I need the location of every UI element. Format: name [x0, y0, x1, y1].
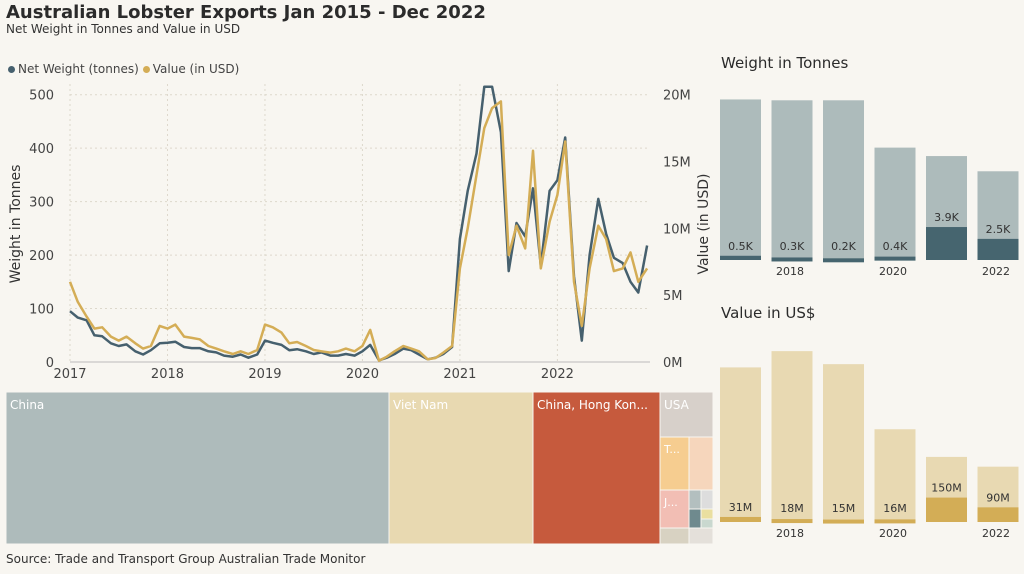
source-note: Source: Trade and Transport Group Austra… [6, 552, 366, 566]
bar-x-tick-label: 2020 [879, 265, 907, 278]
bar-segment-2017 [720, 255, 761, 260]
treemap-tile-small-e [700, 508, 714, 520]
y2-tick-label: 5M [663, 289, 683, 304]
bar-data-label: 90M [986, 491, 1010, 504]
weight-panel-title: Weight in Tonnes [721, 54, 849, 72]
bar-segment-2018 [771, 257, 813, 262]
bar-total-2020 [874, 429, 916, 522]
x-tick-label: 2019 [248, 367, 281, 382]
treemap-tile-j [659, 489, 690, 529]
bar-x-tick-label: 2020 [879, 527, 907, 540]
treemap-tile-small-h [688, 527, 714, 545]
chart-title: Australian Lobster Exports Jan 2015 - De… [6, 2, 486, 23]
bar-total-2019 [823, 100, 864, 260]
bar-data-label: 150M [931, 482, 962, 495]
y-tick-label: 100 [29, 303, 54, 318]
y-axis-label: Weight in Tonnes [8, 165, 24, 284]
x-tick-label: 2020 [346, 367, 379, 382]
y2-tick-label: 10M [663, 222, 691, 237]
treemap-tile-small-a [688, 436, 714, 491]
legend-dot-icon [8, 66, 15, 73]
y-tick-label: 300 [29, 196, 54, 211]
bar-x-tick-label: 2022 [982, 527, 1010, 540]
bar-total-2020 [874, 147, 916, 260]
bar-total-2017 [720, 99, 761, 260]
bar-data-label: 18M [780, 502, 804, 515]
bar-total-2018 [771, 100, 813, 260]
y-tick-label: 200 [29, 249, 54, 264]
bar-total-2018 [771, 351, 813, 522]
bar-data-label: 15M [832, 502, 856, 515]
y2-axis-label: Value (in USD) [696, 174, 712, 275]
bar-data-label: 0.5K [728, 240, 753, 253]
bar-segment-2018 [771, 519, 813, 524]
bar-x-tick-label: 2022 [982, 265, 1010, 278]
bar-x-tick-label: 2018 [776, 527, 804, 540]
bar-segment-2021 [926, 497, 967, 522]
treemap-tile-usa-label: USA [664, 398, 690, 412]
bar-segment-2019 [823, 258, 864, 263]
bar-data-label: 0.3K [780, 240, 805, 253]
bar-segment-2020 [874, 256, 916, 261]
bar-segment-2021 [926, 227, 967, 260]
treemap-tile-small-f [700, 518, 714, 529]
y-tick-label: 400 [29, 142, 54, 157]
chart-subtitle: Net Weight in Tonnes and Value in USD [6, 22, 241, 36]
y2-tick-label: 0M [663, 356, 683, 371]
treemap-tile-small-g [659, 527, 690, 545]
treemap-tile-small-d [688, 508, 702, 529]
bar-segment-2017 [720, 516, 761, 522]
legend-label-value: Value (in USD) [152, 62, 240, 76]
legend-item-weight[interactable]: Net Weight (tonnes) [8, 62, 139, 76]
treemap-tile-small-c [700, 489, 714, 510]
treemap-tile-china [5, 391, 390, 545]
treemap-tile-vietnam-label: Viet Nam [393, 398, 448, 412]
treemap-tile-j-label: J... [663, 496, 678, 509]
bar-data-label: 16M [883, 502, 907, 515]
bar-segment-2020 [874, 519, 916, 524]
bar-data-label: 2.5K [986, 223, 1011, 236]
treemap-tile-hongkong-label: China, Hong Kon... [537, 398, 648, 412]
legend-item-value[interactable]: Value (in USD) [142, 62, 240, 76]
y2-tick-label: 20M [663, 89, 691, 104]
treemap-tile-usa [659, 391, 714, 438]
legend-label-weight: Net Weight (tonnes) [18, 62, 139, 76]
bar-x-tick-label: 2018 [776, 265, 804, 278]
bar-data-label: 31M [729, 501, 753, 514]
x-tick-label: 2017 [53, 367, 86, 382]
bar-data-label: 0.2K [831, 240, 856, 253]
bar-data-label: 3.9K [934, 211, 959, 224]
treemap-tile-hongkong [532, 391, 661, 545]
bar-segment-2019 [823, 519, 864, 524]
x-tick-label: 2021 [443, 367, 476, 382]
y-tick-label: 0 [46, 356, 54, 371]
x-tick-label: 2018 [151, 367, 184, 382]
bar-data-label: 0.4K [883, 240, 908, 253]
series-line-value [68, 100, 649, 362]
treemap-tile-vietnam [388, 391, 534, 545]
legend-dot-icon [142, 66, 150, 73]
y-tick-label: 500 [29, 89, 54, 104]
treemap-tile-t-label: T... [663, 443, 680, 456]
treemap-tile-china-label: China [10, 398, 44, 412]
bar-segment-2022 [977, 507, 1019, 522]
bar-total-2019 [823, 364, 864, 522]
y2-tick-label: 15M [663, 156, 691, 171]
bar-segment-2022 [977, 238, 1019, 260]
bar-total-2017 [720, 367, 761, 522]
x-tick-label: 2022 [541, 367, 574, 382]
line-legend: Net Weight (tonnes) Value (in USD) [8, 62, 239, 76]
value-panel-title: Value in US$ [721, 304, 816, 322]
series-line-net-weight [69, 85, 649, 362]
treemap-tile-small-b [688, 489, 702, 510]
